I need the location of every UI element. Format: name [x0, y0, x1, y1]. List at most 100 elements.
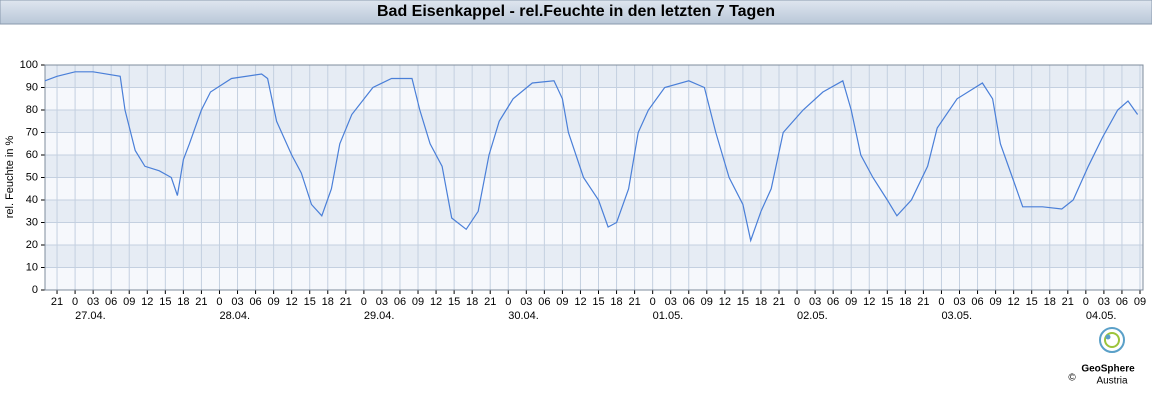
x-tick-label: 09: [556, 296, 568, 308]
data-line: [44, 71, 1139, 243]
x-tick-label: 06: [538, 296, 550, 308]
x-tick-label: 15: [737, 296, 749, 308]
x-tick-label: 18: [610, 296, 622, 308]
x-tick-label: 06: [105, 296, 117, 308]
x-tick-label: 12: [1008, 296, 1020, 308]
y-axis-label: rel. Feuchte in %: [4, 136, 16, 219]
x-tick-label: 12: [574, 296, 586, 308]
x-tick-label: 06: [1116, 296, 1128, 308]
x-tick-label: 0: [505, 296, 511, 308]
x-tick-label: 18: [1044, 296, 1056, 308]
x-tick-label: 12: [863, 296, 875, 308]
x-tick-label: 0: [216, 296, 222, 308]
x-tick-label: 0: [1083, 296, 1089, 308]
date-label: 29.04.: [364, 310, 395, 322]
x-tick-label: 18: [755, 296, 767, 308]
band: [45, 245, 1143, 268]
y-tick-label: 90: [26, 81, 38, 93]
date-label: 02.05.: [797, 310, 828, 322]
band: [45, 267, 1143, 290]
x-tick-label: 0: [938, 296, 944, 308]
x-tick-label: 21: [1062, 296, 1074, 308]
date-label: 30.04.: [508, 310, 539, 322]
x-tick-label: 03: [520, 296, 532, 308]
plot-area: 0 10 20 30 40 50 60 70 80 90 100 21 0 03 06 09 12 15 18 21 0…: [20, 59, 1146, 322]
x-tick-label: 18: [322, 296, 334, 308]
x-tick-label: 09: [412, 296, 424, 308]
y-tick-label: 0: [32, 284, 38, 296]
x-tick-label: 12: [286, 296, 298, 308]
y-tick-label: 60: [26, 149, 38, 161]
x-tick-label: 21: [917, 296, 929, 308]
date-label: 04.05.: [1086, 310, 1117, 322]
x-tick-label: 06: [971, 296, 983, 308]
x-tick-label: 03: [231, 296, 243, 308]
x-tick-label: 15: [304, 296, 316, 308]
x-tick-label: 21: [340, 296, 352, 308]
x-tick-label: 06: [683, 296, 695, 308]
x-tick-label: 15: [592, 296, 604, 308]
x-tick-label: 21: [628, 296, 640, 308]
band: [45, 132, 1143, 155]
band: [45, 155, 1143, 178]
date-label: 27.04.: [75, 310, 106, 322]
x-tick-label: 03: [376, 296, 388, 308]
x-tick-label: 21: [51, 296, 63, 308]
copyright: ©: [1068, 373, 1076, 384]
x-tick-label: 12: [719, 296, 731, 308]
y-tick-label: 20: [26, 239, 38, 251]
band: [45, 222, 1143, 245]
band: [45, 200, 1143, 223]
x-tick-label: 12: [430, 296, 442, 308]
x-tick-label: 0: [361, 296, 367, 308]
x-tick-label: 03: [1098, 296, 1110, 308]
band: [45, 65, 1143, 88]
x-tick-label: 18: [466, 296, 478, 308]
band: [45, 177, 1143, 200]
chart-title: Bad Eisenkappel - rel.Feuchte in den let…: [377, 3, 775, 20]
logo: [1099, 327, 1125, 353]
x-tick-label: 21: [773, 296, 785, 308]
y-tick-label: 40: [26, 194, 38, 206]
x-tick-label: 09: [845, 296, 857, 308]
x-tick-label: 03: [953, 296, 965, 308]
brand: GeoSphere: [1081, 364, 1135, 375]
x-tick-label: 21: [195, 296, 207, 308]
x-tick-label: 21: [484, 296, 496, 308]
x-tick-label: 18: [899, 296, 911, 308]
plot-frame: [44, 64, 1144, 291]
x-tick-label: 06: [249, 296, 261, 308]
title-bar: [0, 0, 1152, 25]
y-tick-label: 30: [26, 216, 38, 228]
x-tick-label: 09: [1134, 296, 1146, 308]
date-label: 03.05.: [941, 310, 972, 322]
y-tick-label: 100: [20, 59, 38, 71]
y-tick-label: 50: [26, 171, 38, 183]
x-tick-label: 15: [159, 296, 171, 308]
date-label: 28.04.: [219, 310, 250, 322]
band: [45, 87, 1143, 110]
x-tick-label: 09: [701, 296, 713, 308]
y-tick-label: 70: [26, 126, 38, 138]
x-tick-label: 0: [650, 296, 656, 308]
x-tick-label: 18: [177, 296, 189, 308]
x-tick-label: 06: [394, 296, 406, 308]
x-tick-label: 15: [881, 296, 893, 308]
x-tick-label: 0: [72, 296, 78, 308]
x-tick-label: 09: [123, 296, 135, 308]
x-tick-label: 06: [827, 296, 839, 308]
x-tick-label: 12: [141, 296, 153, 308]
y-tick-label: 80: [26, 104, 38, 116]
y-tick-label: 10: [26, 261, 38, 273]
x-tick-label: 03: [87, 296, 99, 308]
x-tick-label: 09: [267, 296, 279, 308]
x-tick-label: 03: [665, 296, 677, 308]
date-label: 01.05.: [653, 310, 684, 322]
band: [45, 110, 1143, 133]
x-tick-label: 15: [448, 296, 460, 308]
x-tick-label: 15: [1026, 296, 1038, 308]
x-tick-label: 09: [989, 296, 1001, 308]
x-tick-label: 0: [794, 296, 800, 308]
